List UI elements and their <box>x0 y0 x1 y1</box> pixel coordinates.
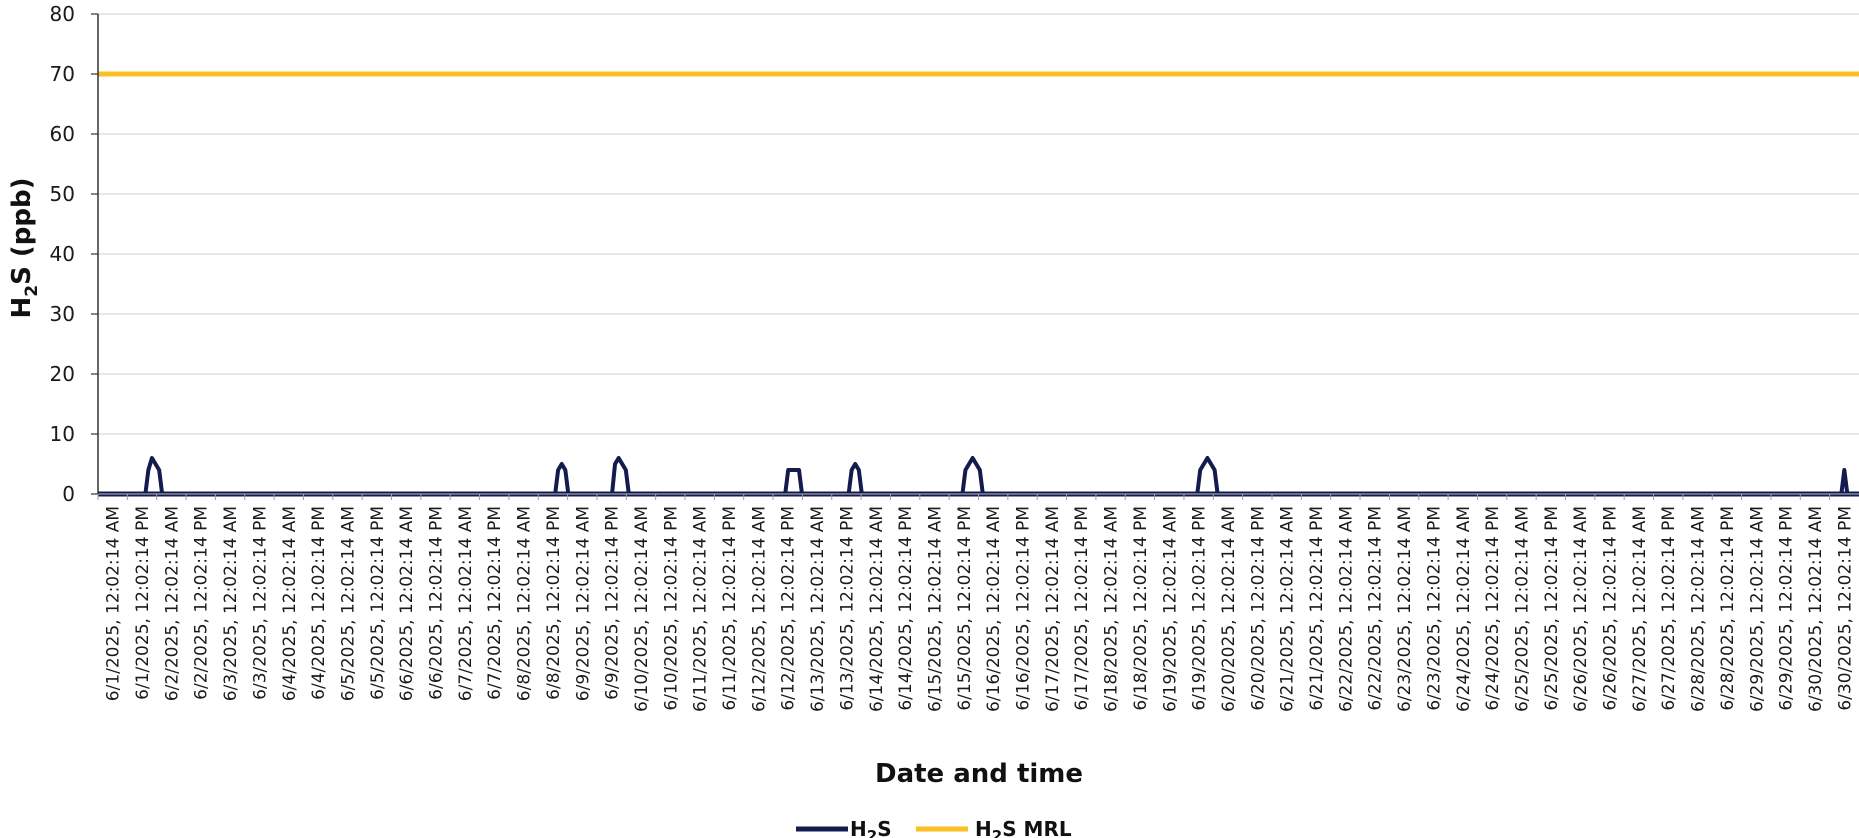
series-h2s-spike <box>1195 456 1220 496</box>
x-tick-label: 6/8/2025, 12:02:14 PM <box>544 506 564 700</box>
series-h2s-spike <box>610 456 631 496</box>
x-tick-label: 6/14/2025, 12:02:14 AM <box>867 506 887 712</box>
y-tick-label: 10 <box>50 422 75 446</box>
x-tick-label: 6/24/2025, 12:02:14 AM <box>1454 506 1474 712</box>
series-h2s-spike <box>846 462 864 496</box>
x-tick-label: 6/30/2025, 12:02:14 AM <box>1806 506 1826 712</box>
x-tick-label: 6/16/2025, 12:02:14 AM <box>984 506 1004 712</box>
y-tick-label: 0 <box>62 482 75 506</box>
x-tick-label: 6/12/2025, 12:02:14 PM <box>779 506 799 711</box>
x-tick-label: 6/25/2025, 12:02:14 AM <box>1512 506 1532 712</box>
y-tick-label: 70 <box>50 62 75 86</box>
x-tick-label: 6/27/2025, 12:02:14 AM <box>1630 506 1650 712</box>
x-tick-label: 6/22/2025, 12:02:14 PM <box>1366 506 1386 711</box>
y-tick-label: 60 <box>50 122 75 146</box>
x-tick-label: 6/6/2025, 12:02:14 PM <box>427 506 447 700</box>
series-h2s-spike <box>783 468 804 496</box>
chart-series <box>98 71 1859 497</box>
x-tick-label: 6/23/2025, 12:02:14 AM <box>1395 506 1415 712</box>
x-axis-ticks: 6/1/2025, 12:02:14 AM 6/1/2025, 12:02:14 … <box>97 494 1855 712</box>
y-tick-label: 30 <box>50 302 75 326</box>
x-tick-label: 6/24/2025, 12:02:14 PM <box>1483 506 1503 711</box>
series-h2s-spike <box>960 456 985 496</box>
x-tick-label: 6/10/2025, 12:02:14 PM <box>661 506 681 711</box>
x-tick-label: 6/4/2025, 12:02:14 AM <box>280 506 300 701</box>
x-tick-label: 6/8/2025, 12:02:14 AM <box>515 506 535 701</box>
x-tick-label: 6/1/2025, 12:02:14 PM <box>133 506 153 700</box>
x-tick-label: 6/28/2025, 12:02:14 AM <box>1689 506 1709 712</box>
x-tick-label: 6/15/2025, 12:02:14 AM <box>925 506 945 712</box>
y-tick-label: 50 <box>50 182 75 206</box>
legend-mrl-label: H2S MRL <box>975 817 1072 838</box>
x-tick-label: 6/6/2025, 12:02:14 AM <box>397 506 417 701</box>
x-tick-label: 6/29/2025, 12:02:14 AM <box>1747 506 1767 712</box>
x-tick-label: 6/28/2025, 12:02:14 PM <box>1718 506 1738 711</box>
x-tick-label: 6/9/2025, 12:02:14 PM <box>603 506 623 700</box>
x-tick-label: 6/15/2025, 12:02:14 PM <box>955 506 975 711</box>
x-tick-label: 6/25/2025, 12:02:14 PM <box>1542 506 1562 711</box>
x-tick-label: 6/4/2025, 12:02:14 PM <box>309 506 329 700</box>
x-tick-label: 6/13/2025, 12:02:14 PM <box>837 506 857 711</box>
x-tick-label: 6/18/2025, 12:02:14 AM <box>1102 506 1122 712</box>
x-tick-label: 6/5/2025, 12:02:14 PM <box>368 506 388 700</box>
x-tick-label: 6/23/2025, 12:02:14 PM <box>1424 506 1444 711</box>
series-h2s-spike <box>143 456 165 496</box>
x-tick-label: 6/19/2025, 12:02:14 PM <box>1190 506 1210 711</box>
x-tick-label: 6/20/2025, 12:02:14 PM <box>1248 506 1268 711</box>
x-tick-label: 6/9/2025, 12:02:14 AM <box>573 506 593 701</box>
x-tick-label: 6/2/2025, 12:02:14 PM <box>192 506 212 700</box>
x-tick-label: 6/26/2025, 12:02:14 PM <box>1601 506 1621 711</box>
x-tick-label: 6/22/2025, 12:02:14 AM <box>1336 506 1356 712</box>
x-tick-label: 6/11/2025, 12:02:14 AM <box>691 506 711 712</box>
x-tick-label: 6/30/2025, 12:02:14 PM <box>1835 506 1855 711</box>
y-tick-label: 40 <box>50 242 75 266</box>
x-tick-label: 6/1/2025, 12:02:14 AM <box>104 506 124 701</box>
x-tick-label: 6/12/2025, 12:02:14 AM <box>749 506 769 712</box>
x-tick-label: 6/21/2025, 12:02:14 AM <box>1278 506 1298 712</box>
series-h2s-spike <box>1839 468 1850 496</box>
x-tick-label: 6/7/2025, 12:02:14 AM <box>456 506 476 701</box>
x-tick-label: 6/17/2025, 12:02:14 AM <box>1043 506 1063 712</box>
y-axis-ticks: 0 10 20 30 40 50 60 70 80 <box>50 2 98 506</box>
x-tick-label: 6/16/2025, 12:02:14 PM <box>1014 506 1034 711</box>
x-tick-label: 6/17/2025, 12:02:14 PM <box>1072 506 1092 711</box>
y-axis-title: H2S (ppb) <box>7 178 42 319</box>
x-tick-label: 6/7/2025, 12:02:14 PM <box>485 506 505 700</box>
x-tick-label: 6/26/2025, 12:02:14 AM <box>1571 506 1591 712</box>
x-tick-label: 6/13/2025, 12:02:14 AM <box>808 506 828 712</box>
x-tick-label: 6/18/2025, 12:02:14 PM <box>1131 506 1151 711</box>
x-tick-label: 6/14/2025, 12:02:14 PM <box>896 506 916 711</box>
x-tick-label: 6/5/2025, 12:02:14 AM <box>338 506 358 701</box>
x-tick-label: 6/2/2025, 12:02:14 AM <box>162 506 182 701</box>
series-h2s-spike <box>553 462 571 496</box>
x-tick-label: 6/3/2025, 12:02:14 PM <box>250 506 270 700</box>
legend-h2s-label: H2S <box>850 817 892 838</box>
gridlines <box>98 13 1859 435</box>
x-tick-label: 6/19/2025, 12:02:14 AM <box>1160 506 1180 712</box>
x-tick-label: 6/29/2025, 12:02:14 PM <box>1777 506 1797 711</box>
legend: H2S H2S MRL <box>796 817 1072 838</box>
x-tick-label: 6/11/2025, 12:02:14 PM <box>720 506 740 711</box>
x-tick-label: 6/21/2025, 12:02:14 PM <box>1307 506 1327 711</box>
x-tick-label: 6/3/2025, 12:02:14 AM <box>221 506 241 701</box>
y-tick-label: 20 <box>50 362 75 386</box>
x-axis-title: Date and time <box>875 759 1083 789</box>
x-tick-label: 6/20/2025, 12:02:14 AM <box>1219 506 1239 712</box>
x-tick-label: 6/27/2025, 12:02:14 PM <box>1659 506 1679 711</box>
x-tick-label: 6/10/2025, 12:02:14 AM <box>632 506 652 712</box>
y-tick-label: 80 <box>50 2 75 26</box>
